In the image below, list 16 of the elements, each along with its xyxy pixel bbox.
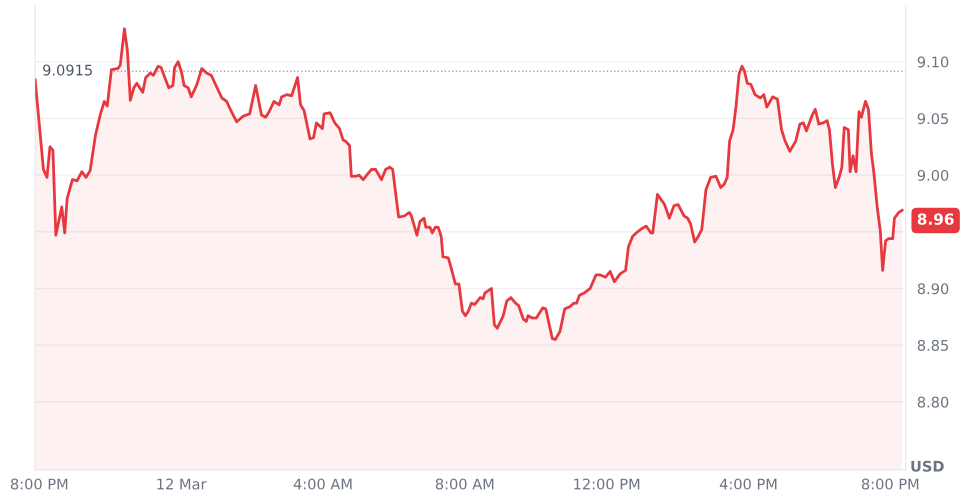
y-tick-label: 8.80 [918, 396, 948, 408]
y-tick-label: 9.00 [918, 170, 948, 181]
x-tick-label: 4:00 PM [720, 478, 776, 490]
y-tick-label: 9.10 [918, 56, 948, 68]
ref-line-label: 9.0915 [43, 64, 92, 76]
x-tick-label: 8:00 PM [862, 478, 918, 490]
y-axis-title: USD [911, 460, 944, 472]
x-tick-label: 12:00 PM [574, 478, 640, 490]
y-tick-label: 9.05 [918, 113, 948, 124]
y-tick-label: 8.85 [918, 340, 948, 351]
x-tick-label: 8:00 PM [10, 478, 68, 490]
x-tick-label: 4:00 AM [294, 478, 352, 490]
y-tick-label: 8.90 [918, 283, 948, 294]
x-tick-label: 12 Mar [157, 478, 206, 490]
annotation: 8.96 [918, 213, 954, 225]
x-tick-label: 8:00 AM [436, 478, 494, 490]
